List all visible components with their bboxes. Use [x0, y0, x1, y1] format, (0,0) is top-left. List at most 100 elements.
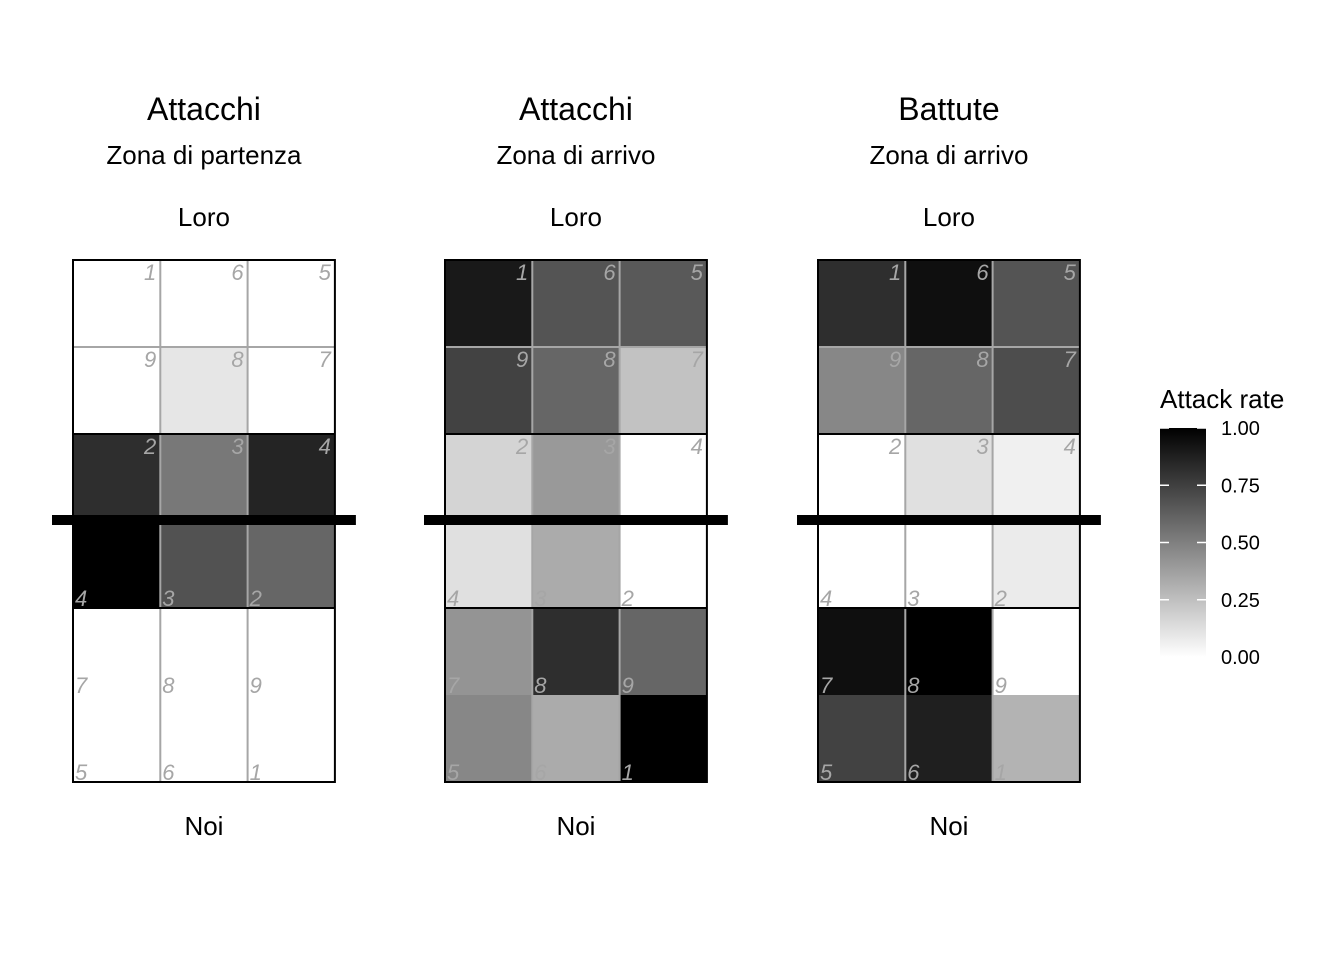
- legend-tick-label: 0.25: [1221, 590, 1260, 612]
- heatmap-cell: [73, 608, 161, 695]
- zone-number-label: 4: [75, 586, 87, 611]
- zone-number-label: 3: [534, 586, 547, 611]
- zone-number-label: 1: [144, 260, 156, 285]
- zone-number-label: 7: [1064, 347, 1077, 372]
- legend-tick-label: 0.00: [1221, 647, 1260, 669]
- heatmap-cell: [532, 695, 620, 782]
- heatmap-cell: [73, 260, 161, 347]
- panel-subtitle: Zona di arrivo: [496, 140, 655, 170]
- zone-number-label: 3: [907, 586, 920, 611]
- zone-number-label: 6: [907, 760, 920, 785]
- heatmap-cell: [160, 608, 248, 695]
- zone-number-label: 5: [1064, 260, 1077, 285]
- heatmap-cell: [73, 521, 161, 608]
- heatmap-cell: [992, 347, 1080, 434]
- side-label-top: Loro: [550, 202, 602, 232]
- zone-number-label: 4: [447, 586, 459, 611]
- heatmap-cell: [160, 347, 248, 434]
- zone-number-label: 1: [889, 260, 901, 285]
- heatmap-cell: [905, 347, 993, 434]
- zone-number-label: 6: [603, 260, 616, 285]
- zone-number-label: 8: [907, 673, 920, 698]
- zone-number-label: 2: [621, 586, 634, 611]
- zone-number-label: 9: [622, 673, 634, 698]
- zone-number-label: 1: [250, 760, 262, 785]
- legend-tick-label: 0.75: [1221, 475, 1260, 497]
- heatmap-cell: [160, 434, 248, 521]
- zone-number-label: 9: [516, 347, 528, 372]
- heatmap-cell: [160, 695, 248, 782]
- heatmap-cell: [532, 608, 620, 695]
- zone-number-label: 8: [603, 347, 616, 372]
- zone-number-label: 6: [976, 260, 989, 285]
- panel-2: Attacchi Zona di arrivo Loro Noi 1 6 5 9 8 7 2 3 4 4 3…: [424, 91, 728, 841]
- panel-3: Battute Zona di arrivo Loro Noi 1 6 5 9 8 7 2 3 4 4 3 2…: [797, 91, 1101, 841]
- heatmap-cell: [532, 347, 620, 434]
- heatmap-cell: [445, 608, 533, 695]
- heatmap-cell: [619, 260, 707, 347]
- heatmap-cell: [818, 608, 906, 695]
- heatmap-cell: [905, 434, 993, 521]
- zone-number-label: 5: [820, 760, 833, 785]
- heatmap-cell: [73, 434, 161, 521]
- side-label-top: Loro: [923, 202, 975, 232]
- heatmap-cell: [532, 260, 620, 347]
- legend-tick-label: 0.50: [1221, 533, 1260, 555]
- legend: Attack rate 0.00 0.25 0.50 0.75 1.00: [1160, 384, 1284, 669]
- heatmap-cell: [905, 260, 993, 347]
- heatmap-cell: [247, 347, 335, 434]
- heatmap-cell: [247, 521, 335, 608]
- side-label-top: Loro: [178, 202, 230, 232]
- heatmap-cell: [532, 434, 620, 521]
- zone-number-label: 3: [162, 586, 175, 611]
- heatmap-cell: [73, 347, 161, 434]
- zone-number-label: 8: [231, 347, 244, 372]
- zone-number-label: 7: [75, 673, 88, 698]
- zone-number-label: 2: [143, 434, 156, 459]
- heatmap-cell: [445, 434, 533, 521]
- heatmap-cell: [445, 260, 533, 347]
- panel-subtitle: Zona di arrivo: [869, 140, 1028, 170]
- panel-title: Battute: [898, 91, 999, 127]
- heatmap-cell: [992, 434, 1080, 521]
- zone-number-label: 8: [976, 347, 989, 372]
- zone-number-label: 3: [603, 434, 616, 459]
- zone-number-label: 8: [534, 673, 547, 698]
- zone-number-label: 1: [516, 260, 528, 285]
- zone-number-label: 9: [889, 347, 901, 372]
- zone-number-label: 4: [319, 434, 331, 459]
- heatmap-cell: [160, 521, 248, 608]
- panel-1: Attacchi Zona di partenza Loro Noi 1 6 5 9 8 7 2 3 4…: [52, 91, 356, 841]
- heatmap-cell: [247, 434, 335, 521]
- heatmap-cell: [905, 521, 993, 608]
- heatmap-cell: [992, 695, 1080, 782]
- heatmap-cell: [818, 695, 906, 782]
- zone-number-label: 4: [820, 586, 832, 611]
- heatmap-cell: [619, 695, 707, 782]
- panel-title: Attacchi: [519, 91, 633, 127]
- heatmap-cell: [818, 521, 906, 608]
- zone-number-label: 6: [534, 760, 547, 785]
- zone-number-label: 6: [231, 260, 244, 285]
- heatmap-cell: [247, 260, 335, 347]
- heatmap-cell: [445, 695, 533, 782]
- zone-number-label: 3: [976, 434, 989, 459]
- zone-number-label: 5: [75, 760, 88, 785]
- heatmap-cell: [619, 608, 707, 695]
- heatmap-cell: [905, 695, 993, 782]
- zone-number-label: 4: [1064, 434, 1076, 459]
- heatmap-cell: [247, 695, 335, 782]
- zone-number-label: 9: [995, 673, 1007, 698]
- heatmap-cell: [619, 347, 707, 434]
- heatmap-cell: [619, 521, 707, 608]
- zone-number-label: 2: [888, 434, 901, 459]
- heatmap-cell: [532, 521, 620, 608]
- heatmap-cell: [992, 260, 1080, 347]
- side-label-bottom: Noi: [556, 811, 595, 841]
- heatmap-cell: [905, 608, 993, 695]
- zone-number-label: 7: [691, 347, 704, 372]
- side-label-bottom: Noi: [929, 811, 968, 841]
- zone-number-label: 2: [515, 434, 528, 459]
- zone-number-label: 1: [995, 760, 1007, 785]
